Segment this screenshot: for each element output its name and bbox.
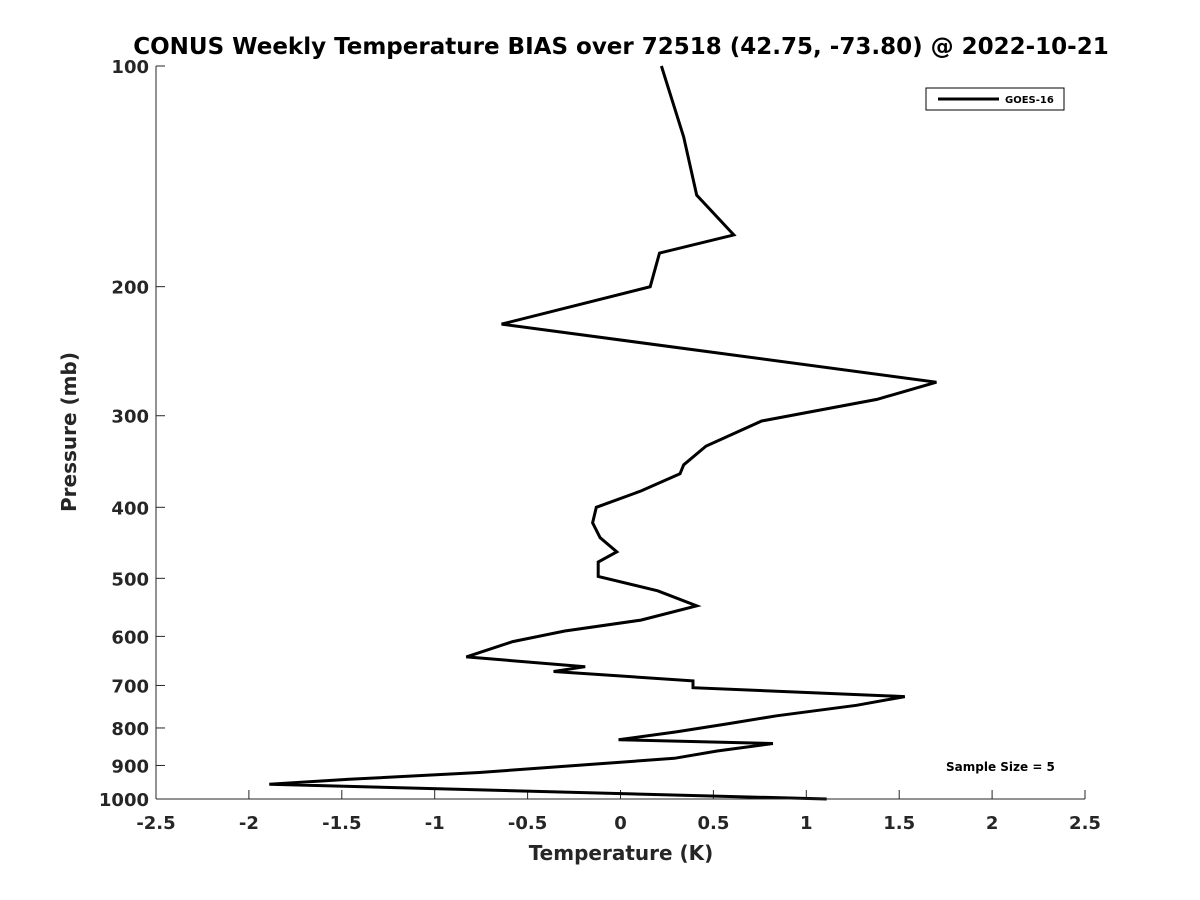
y-axis-label: Pressure (mb)	[57, 352, 81, 512]
y-tick-label: 500	[111, 569, 149, 590]
x-tick-label: 0	[614, 813, 627, 834]
y-tick-label: 100	[111, 57, 149, 78]
x-tick-label: 1.5	[883, 813, 915, 834]
series-line-goes-16	[269, 65, 937, 801]
legend: GOES-16	[925, 87, 1065, 111]
x-tick-label: -1.5	[322, 813, 361, 834]
x-tick-label: -0.5	[508, 813, 547, 834]
y-axis-ticks: 100 200 300 400 500 600 700 800 900 1000	[99, 57, 165, 811]
sample-size-annotation: Sample Size = 5	[946, 760, 1055, 774]
x-tick-label: 0.5	[697, 813, 729, 834]
x-tick-label: -2	[239, 813, 259, 834]
x-tick-label: -1	[425, 813, 445, 834]
y-tick-label: 800	[111, 719, 149, 740]
chart-title: CONUS Weekly Temperature BIAS over 72518…	[133, 34, 1108, 60]
x-axis-ticks: -2.5 -2 -1.5 -1 -0.5 0 0.5 1 1.5 2 2.5	[136, 790, 1101, 834]
y-tick-label: 1000	[99, 790, 149, 811]
plot-area	[156, 66, 1085, 799]
y-tick-label: 600	[111, 627, 149, 648]
x-tick-label: 2.5	[1069, 813, 1101, 834]
y-tick-label: 300	[111, 407, 149, 428]
x-tick-label: -2.5	[136, 813, 175, 834]
y-tick-label: 200	[111, 278, 149, 299]
y-tick-label: 900	[111, 756, 149, 777]
y-tick-label: 400	[111, 498, 149, 519]
y-tick-label: 700	[111, 676, 149, 697]
x-tick-label: 2	[986, 813, 999, 834]
legend-label-goes-16: GOES-16	[1005, 95, 1054, 106]
x-tick-label: 1	[800, 813, 813, 834]
x-axis-label: Temperature (K)	[529, 841, 714, 865]
